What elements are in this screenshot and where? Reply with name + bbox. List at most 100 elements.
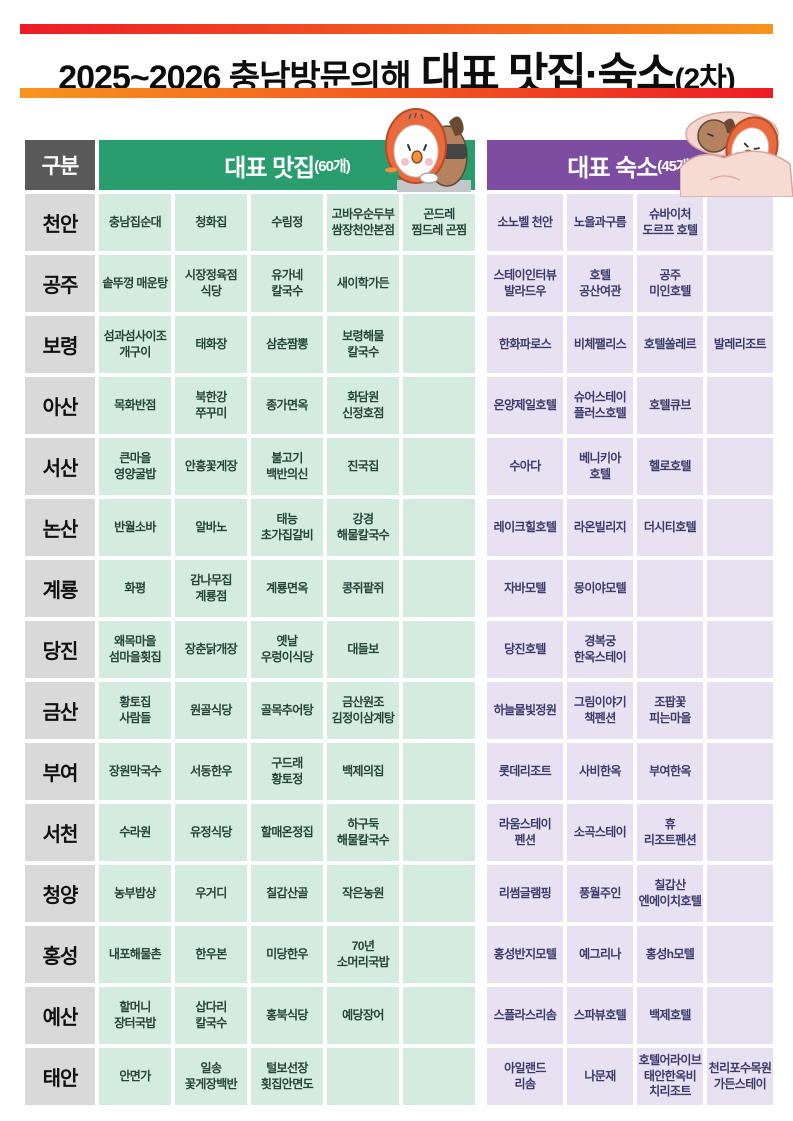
lodging-cells: 자바모텔 몽이야모텔 [487,560,773,617]
lodging-cell: 발레리조트 [707,316,773,373]
restaurant-cell: 수라원 [99,804,171,861]
lodging-cell [707,377,773,434]
lodging-cell [707,865,773,922]
lodging-cell [707,438,773,495]
restaurant-cell: 솥뚜껑 매운탕 [99,255,171,312]
restaurant-cell: 태능 초가집갈비 [251,499,323,556]
restaurant-cell [327,1048,399,1105]
table-row: 서천 수라원 유정식당 할매온정집 하구둑 해물칼국수 라움스테이 펜션 소곡스테이 휴 … [25,804,773,861]
lodging-cell [707,255,773,312]
restaurant-cell: 시장정육점 식당 [175,255,247,312]
lodging-cell: 부여한옥 [637,743,703,800]
lodging-cells: 라움스테이 펜션 소곡스테이 휴 리조트펜션 [487,804,773,861]
lodging-cell [637,560,703,617]
region-cell: 태안 [25,1048,95,1105]
restaurant-cell: 종가면옥 [251,377,323,434]
lodging-cell: 소노벨 천안 [487,194,563,251]
section-gap [479,140,483,190]
restaurant-cell: 농부밥상 [99,865,171,922]
lodging-cells: 온양제일호텔 슈어스테이 플러스호텔 호텔큐브 [487,377,773,434]
region-cell: 금산 [25,682,95,739]
region-cell: 공주 [25,255,95,312]
main-table: 구분 대표 맛집 (60개) 대표 숙소 (45개) 천안 충남집순대 청화집 수림… [25,140,773,1109]
lodging-cell: 호텔쏠레르 [637,316,703,373]
lodging-cell: 스테이인터뷰 발라드우 [487,255,563,312]
region-cell: 청양 [25,865,95,922]
restaurant-cell [403,377,475,434]
lodging-cell: 풍월주인 [567,865,633,922]
lodging-cells: 당진호텔 경복궁 한옥스테이 [487,621,773,678]
restaurant-cell: 삽다리 칼국수 [175,987,247,1044]
lodging-cell: 칠갑산 엔에이치호텔 [637,865,703,922]
restaurant-cell: 새이학가든 [327,255,399,312]
restaurant-cell: 할머니 장터국밥 [99,987,171,1044]
table-row: 예산 할머니 장터국밥 삽다리 칼국수 홍북식당 예당장어 스플라스리솜 스파뷰호텔 백제… [25,987,773,1044]
restaurant-cell: 백제의집 [327,743,399,800]
lodging-cell: 노을과구름 [567,194,633,251]
lodging-cells: 한화파로스 비체팰리스 호텔쏠레르 발레리조트 [487,316,773,373]
restaurant-cell: 예당장어 [327,987,399,1044]
lodging-cell: 자바모텔 [487,560,563,617]
lodging-cell: 그림이야기 책펜션 [567,682,633,739]
region-cell: 예산 [25,987,95,1044]
section-gap [479,560,483,617]
lodging-cell [707,804,773,861]
restaurant-cell: 고바우순두부 쌈장천안본점 [327,194,399,251]
table-row: 부여 장원막국수 서동한우 구드래 황토정 백제의집 롯데리조트 사비한옥 부여한옥 [25,743,773,800]
lodging-cell [707,987,773,1044]
section-gap [479,377,483,434]
lodging-cell: 비체팰리스 [567,316,633,373]
lodging-cell: 공주 미인호텔 [637,255,703,312]
lodging-cells: 롯데리조트 사비한옥 부여한옥 [487,743,773,800]
restaurant-cell: 진국집 [327,438,399,495]
restaurant-cell [403,499,475,556]
lodging-cell: 몽이야모텔 [567,560,633,617]
lodging-cell [707,560,773,617]
restaurant-cell: 화평 [99,560,171,617]
table-rows: 천안 충남집순대 청화집 수림정 고바우순두부 쌈장천안본점 곤드레 찜드레 곤찜 소노… [25,194,773,1105]
restaurant-cell: 할매온정집 [251,804,323,861]
restaurant-cell: 미당한우 [251,926,323,983]
section-gap [479,499,483,556]
restaurant-cell [403,1048,475,1105]
region-cell: 보령 [25,316,95,373]
restaurant-cell [403,438,475,495]
restaurant-cell: 우거디 [175,865,247,922]
restaurant-cell: 수림정 [251,194,323,251]
section-gap [479,804,483,861]
lodging-cell: 소곡스테이 [567,804,633,861]
restaurant-cells: 목화반점 북한강 쭈꾸미 종가면옥 화담원 신정호점 [99,377,475,434]
restaurant-cell: 일송 꽃게장백반 [175,1048,247,1105]
lodging-cell [707,621,773,678]
region-cell: 홍성 [25,926,95,983]
table-row: 아산 목화반점 북한강 쭈꾸미 종가면옥 화담원 신정호점 온양제일호텔 슈어스테이 플… [25,377,773,434]
section-gap [479,194,483,251]
table-row: 홍성 내포해물촌 한우본 미당한우 70년 소머리국밥 홍성반지모텔 예그리나 홍성h모텔 [25,926,773,983]
lodging-cell: 리썸글램핑 [487,865,563,922]
restaurant-cell [403,560,475,617]
lodging-cell: 하늘물빛정원 [487,682,563,739]
table-row: 청양 농부밥상 우거디 칠갑산골 작은농원 리썸글램핑 풍월주인 칠갑산 엔에이치호텔 [25,865,773,922]
lodging-cell: 스플라스리솜 [487,987,563,1044]
lodging-cell: 천리포수목원 가든스테이 [707,1048,773,1105]
restaurant-cells: 농부밥상 우거디 칠갑산골 작은농원 [99,865,475,922]
restaurant-cell: 강경 해물칼국수 [327,499,399,556]
restaurant-cells: 반월소바 알바노 태능 초가집갈비 강경 해물칼국수 [99,499,475,556]
lodging-cell [707,194,773,251]
restaurant-cell: 알바노 [175,499,247,556]
restaurant-cell [403,255,475,312]
lodging-cell: 슈어스테이 플러스호텔 [567,377,633,434]
restaurant-cell: 보령해물 칼국수 [327,316,399,373]
table-row: 논산 반월소바 알바노 태능 초가집갈비 강경 해물칼국수 레이크힐호텔 라온빌리지 더시… [25,499,773,556]
lodging-cells: 스플라스리솜 스파뷰호텔 백제호텔 [487,987,773,1044]
lodging-cell: 슈바이처 도르프 호텔 [637,194,703,251]
table-row: 천안 충남집순대 청화집 수림정 고바우순두부 쌈장천안본점 곤드레 찜드레 곤찜 소노… [25,194,773,251]
restaurant-cell: 충남집순대 [99,194,171,251]
lodging-cell: 휴 리조트펜션 [637,804,703,861]
restaurant-cell: 서동한우 [175,743,247,800]
restaurant-cells: 화평 감나무집 계룡점 계룡면옥 콩쥐팥쥐 [99,560,475,617]
restaurant-cell: 금산원조 김정이삼계탕 [327,682,399,739]
section-gap [479,743,483,800]
mascot-sleeping-chick-icon [680,111,793,197]
